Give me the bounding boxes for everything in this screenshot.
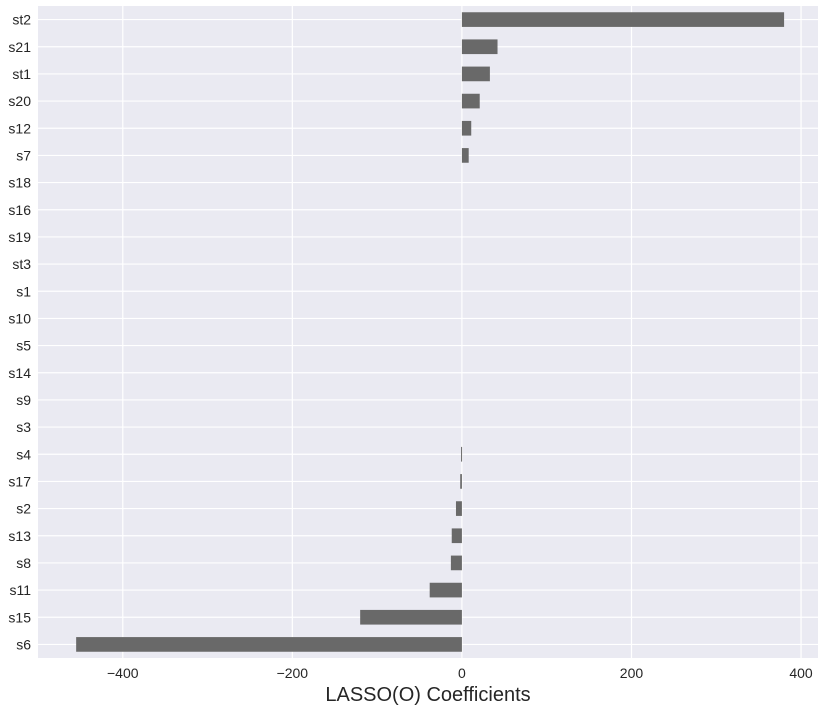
y-tick-label: st1 [12, 66, 31, 82]
y-tick-label: st2 [12, 12, 31, 28]
bar-s12 [461, 120, 472, 136]
bar-s21 [461, 39, 498, 55]
x-tick-label: 0 [458, 665, 466, 681]
y-tick-label: s13 [8, 528, 31, 544]
bar-s2 [455, 501, 462, 516]
x-axis-label: LASSO(O) Coefficients [325, 684, 530, 706]
bar-s15 [360, 609, 462, 625]
y-tick-label: s19 [8, 229, 31, 245]
x-tick-label: 400 [789, 665, 813, 681]
x-tick-labels: −400 −200 0 200 400 [107, 665, 813, 681]
y-tick-label: s3 [16, 419, 31, 435]
y-tick-label: s5 [16, 338, 31, 354]
y-tick-label: s21 [8, 39, 31, 55]
bar-s17 [460, 474, 462, 489]
y-tick-label: s17 [8, 473, 31, 489]
bar-s13 [451, 528, 462, 544]
bar-st2 [461, 12, 785, 27]
y-tick-label: s6 [16, 636, 31, 652]
y-tick-label: s12 [8, 120, 31, 136]
x-tick-label: 200 [620, 665, 644, 681]
y-tick-label: s9 [16, 392, 31, 408]
y-tick-labels: st2 s21 st1 s20 s12 s7 s18 s16 s19 st3 s1 s10 s5 s14 s… [8, 12, 31, 653]
y-tick-label: s11 [9, 582, 31, 598]
bar-st1 [461, 66, 490, 82]
bars [76, 12, 785, 652]
bar-s8 [450, 555, 462, 571]
y-tick-label: s15 [8, 609, 31, 625]
y-tick-label: s18 [8, 175, 31, 191]
y-tick-label: s7 [16, 147, 31, 163]
y-tick-label: st3 [12, 256, 31, 272]
y-tick-label: s16 [8, 202, 31, 218]
bar-s7 [461, 148, 469, 163]
plot-background [38, 6, 818, 658]
y-tick-label: s20 [8, 93, 31, 109]
y-tick-label: s8 [16, 555, 31, 571]
x-tick-label: −200 [277, 665, 309, 681]
bar-s4 [461, 446, 463, 462]
bar-s20 [461, 93, 480, 109]
grid-lines [38, 6, 818, 658]
bar-s6 [76, 637, 462, 652]
y-tick-label: s14 [8, 365, 31, 381]
y-tick-label: s10 [8, 310, 31, 326]
x-tick-label: −400 [107, 665, 139, 681]
y-tick-label: s1 [16, 283, 31, 299]
bar-s11 [429, 582, 462, 598]
y-tick-label: s4 [16, 446, 31, 462]
y-tick-label: s2 [16, 501, 31, 517]
